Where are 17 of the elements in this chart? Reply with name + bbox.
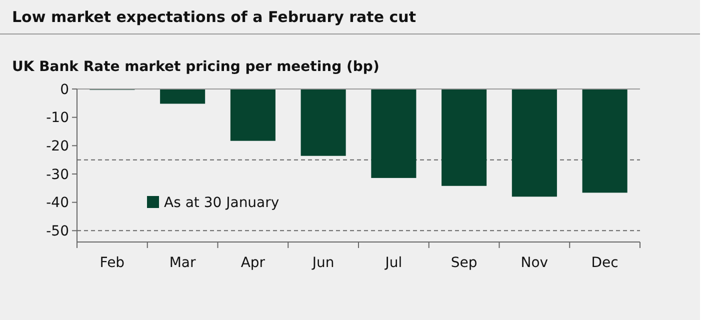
chart-title: Low market expectations of a February rate cut bbox=[12, 8, 416, 26]
y-tick-label: -10 bbox=[46, 110, 69, 126]
x-tick-label: Mar bbox=[169, 255, 196, 271]
x-tick-label: Apr bbox=[240, 255, 266, 271]
x-tick-label: Jul bbox=[384, 255, 402, 271]
y-tick-label: -50 bbox=[46, 224, 69, 240]
x-tick-label: Jun bbox=[311, 255, 334, 271]
y-tick-label: -20 bbox=[46, 138, 69, 155]
x-tick-label: Nov bbox=[520, 255, 548, 271]
x-tick-label: Feb bbox=[100, 255, 125, 271]
y-tick-label: 0 bbox=[60, 82, 69, 98]
chart-subtitle: UK Bank Rate market pricing per meeting (bp) bbox=[12, 59, 380, 75]
x-tick-label: Sep bbox=[450, 255, 478, 271]
y-tick-label: -40 bbox=[46, 195, 69, 212]
x-tick-label: Dec bbox=[591, 255, 618, 271]
y-tick-label: -30 bbox=[46, 166, 69, 183]
legend-label: As at 30 January bbox=[164, 195, 280, 211]
